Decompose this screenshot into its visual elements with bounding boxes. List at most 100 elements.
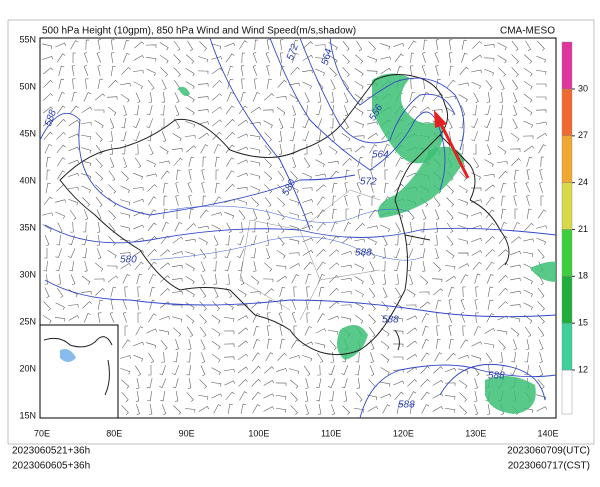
wind-barb — [342, 67, 350, 77]
colorbar-label: 21 — [578, 224, 588, 234]
wind-barb — [110, 65, 116, 76]
wind-barb — [94, 93, 105, 101]
wind-barb — [302, 237, 314, 243]
wind-barb — [328, 42, 338, 51]
wind-barb — [382, 404, 391, 414]
wind-barb — [512, 222, 520, 232]
wind-barb — [266, 299, 273, 310]
wind-barb — [265, 234, 269, 246]
wind-barb — [538, 144, 547, 154]
wind-barb — [526, 169, 530, 180]
wind-barb — [106, 265, 118, 270]
wind-barb — [68, 159, 80, 165]
wind-barb — [354, 251, 365, 258]
wind-barb — [239, 274, 245, 285]
wind-barb — [211, 328, 221, 337]
wind-shading — [336, 325, 368, 360]
wind-barb — [471, 54, 483, 62]
wind-barb — [511, 67, 519, 77]
wind-barb — [486, 274, 494, 284]
wind-barb — [485, 261, 495, 271]
wind-barb — [289, 263, 301, 269]
wind-barb — [133, 354, 144, 362]
valid-time-cst: 2023060717(CST) — [508, 461, 590, 472]
wind-barb — [251, 365, 261, 374]
wind-barb — [227, 78, 234, 89]
wind-barb — [537, 326, 545, 338]
wind-barb — [137, 286, 141, 298]
wind-barb — [421, 404, 430, 414]
wind-barb — [172, 378, 179, 389]
wind-barb — [237, 186, 248, 191]
wind-barb — [250, 135, 261, 140]
wind-barb — [173, 54, 181, 64]
wind-barb — [446, 352, 456, 361]
height-contour — [44, 224, 557, 244]
wind-barb — [57, 53, 66, 63]
wind-barb — [200, 144, 209, 154]
wind-barb — [133, 41, 144, 49]
wind-barb — [368, 41, 376, 51]
wind-barb — [172, 316, 183, 323]
wind-barb — [393, 248, 400, 259]
wind-barb — [315, 105, 322, 116]
wind-barb — [43, 196, 53, 206]
wind-barb — [68, 133, 80, 139]
wind-barb — [43, 93, 53, 101]
wind-barb — [523, 120, 533, 128]
wind-barb — [448, 52, 453, 63]
wind-barb — [382, 287, 388, 299]
wind-barb — [173, 67, 181, 77]
wind-barb — [264, 171, 273, 181]
wind-barb — [82, 301, 92, 309]
wind-barb — [96, 248, 102, 259]
wind-barb — [184, 408, 196, 413]
wind-barb — [280, 39, 284, 50]
wind-barb — [539, 365, 544, 376]
wind-barb — [159, 42, 169, 51]
wind-barb — [174, 92, 180, 104]
wind-barb — [201, 352, 206, 363]
wind-barb — [459, 117, 464, 129]
colorbar: 30 27 24 21 18 15 12 — [561, 41, 588, 415]
wind-barb — [410, 52, 415, 64]
wind-barb — [224, 368, 235, 373]
wind-barb — [238, 105, 248, 115]
wind-barb — [395, 222, 401, 234]
wind-barb — [368, 248, 376, 260]
wind-barb — [317, 144, 323, 156]
wind-barb — [536, 237, 546, 245]
wind-barb — [186, 364, 191, 376]
wind-barb — [329, 287, 339, 296]
wind-barb — [539, 182, 543, 193]
wind-barb — [147, 236, 157, 244]
wind-barb — [343, 92, 349, 104]
wind-barb — [511, 40, 519, 51]
wind-barb — [68, 248, 76, 258]
wind-barb — [512, 118, 518, 130]
wind-barb — [161, 222, 169, 232]
wind-barb — [198, 132, 210, 140]
wind-barb — [160, 170, 170, 180]
wind-barb — [44, 273, 48, 285]
colorbar-label: 12 — [578, 364, 588, 374]
wind-barb — [473, 157, 480, 169]
wind-barb — [342, 157, 352, 166]
wind-barb — [187, 40, 194, 52]
wind-barb — [278, 144, 283, 155]
wind-barb — [185, 314, 195, 324]
wind-barb — [109, 144, 114, 155]
wind-barb — [185, 251, 196, 258]
wind-barb — [369, 365, 375, 377]
wind-barb — [55, 302, 65, 311]
wind-barb — [316, 222, 326, 232]
contour-label: 564 — [372, 150, 389, 161]
wind-barb — [109, 311, 115, 323]
wind-barb — [420, 391, 430, 401]
wind-barb — [133, 70, 144, 74]
wind-barb — [159, 249, 170, 257]
wind-barb — [314, 44, 326, 48]
wind-barb — [458, 263, 470, 269]
wind-barb — [302, 54, 314, 61]
wind-barb — [107, 106, 117, 116]
